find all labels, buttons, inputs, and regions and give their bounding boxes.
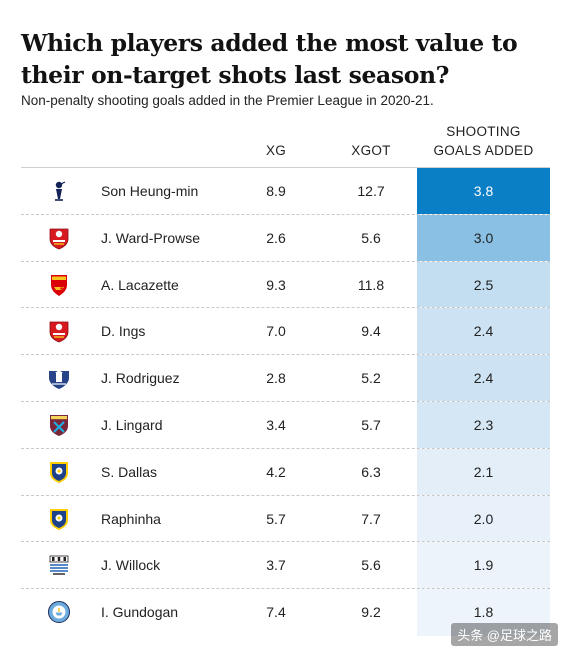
player-name: I. Gundogan xyxy=(101,604,179,621)
goals-added-cell: 3.0 xyxy=(417,214,550,261)
goals-added-cell: 2.0 xyxy=(417,495,550,542)
xg-value: 4.2 xyxy=(266,463,286,480)
xgot-value: 9.2 xyxy=(361,604,381,621)
xgot-value: 6.3 xyxy=(361,463,381,480)
xgot-value: 5.7 xyxy=(361,416,381,433)
xgot-value: 12.7 xyxy=(357,183,385,199)
arsenal-crest-icon xyxy=(47,273,71,297)
goals-added-cell: 1.8 xyxy=(417,589,550,636)
goals-added-cell: 2.5 xyxy=(417,261,550,308)
southampton-crest-icon xyxy=(47,226,71,250)
xg-value: 7.4 xyxy=(266,604,286,621)
xgot-value: 5.2 xyxy=(361,370,381,387)
player-name: J. Ward-Prowse xyxy=(101,229,201,246)
player-name: J. Rodriguez xyxy=(101,370,180,387)
table-row: S. Dallas 4.2 6.3 2.1 xyxy=(21,448,550,496)
player-name: A. Lacazette xyxy=(101,276,179,293)
xgot-value: 5.6 xyxy=(361,229,381,246)
table-row: A. Lacazette 9.3 11.8 2.5 xyxy=(21,261,550,309)
table-row: J. Lingard 3.4 5.7 2.3 xyxy=(21,401,550,449)
table-row: Raphinha 5.7 7.7 2.0 xyxy=(21,495,550,543)
westham-crest-icon xyxy=(47,413,71,437)
southampton-crest-icon xyxy=(47,319,71,343)
goals-added-cell: 2.1 xyxy=(417,448,550,495)
leeds-crest-icon xyxy=(47,507,71,531)
xgot-value: 11.8 xyxy=(357,276,385,293)
xg-value: 2.8 xyxy=(266,370,286,387)
table-row: Son Heung-min 8.9 12.7 3.8 xyxy=(21,168,550,215)
table-row: J. Willock 3.7 5.6 1.9 xyxy=(21,542,550,590)
table-row: J. Rodriguez 2.8 5.2 2.4 xyxy=(21,355,550,402)
everton-crest-icon xyxy=(47,366,71,390)
xg-value: 5.7 xyxy=(266,510,286,527)
table-header: XG XGOT SHOOTING GOALS ADDED xyxy=(21,120,550,168)
goals-added-cell: 1.9 xyxy=(417,542,550,589)
xg-value: 9.3 xyxy=(266,276,286,293)
xg-value: 3.4 xyxy=(266,416,286,433)
table-row: J. Ward-Prowse 2.6 5.6 3.0 xyxy=(21,214,550,262)
table-row: I. Gundogan 7.4 9.2 1.8 xyxy=(21,589,550,636)
xg-value: 7.0 xyxy=(266,323,286,340)
xgot-value: 5.6 xyxy=(361,557,381,574)
watermark: 头条 @足球之路 xyxy=(451,623,558,646)
header-goals-added: SHOOTING GOALS ADDED xyxy=(417,122,550,160)
xg-value: 2.6 xyxy=(266,229,286,246)
player-name: J. Willock xyxy=(101,557,161,574)
player-name: Son Heung-min xyxy=(101,183,199,199)
player-name: J. Lingard xyxy=(101,416,163,433)
player-name: S. Dallas xyxy=(101,463,158,480)
goals-added-cell: 3.8 xyxy=(417,168,550,214)
table-body: Son Heung-min 8.9 12.7 3.8 J. Ward-Prowse 2.6… xyxy=(21,168,550,636)
stats-table: XG XGOT SHOOTING GOALS ADDED Son Heung-m… xyxy=(21,120,550,636)
xgot-value: 9.4 xyxy=(361,323,381,340)
xg-value: 3.7 xyxy=(266,557,286,574)
header-goals-added-line1: SHOOTING xyxy=(446,124,521,139)
chart-subtitle: Non-penalty shooting goals added in the … xyxy=(21,93,434,108)
xgot-value: 7.7 xyxy=(361,510,381,527)
player-name: D. Ings xyxy=(101,323,146,340)
header-goals-added-line2: GOALS ADDED xyxy=(433,143,534,158)
goals-added-cell: 2.4 xyxy=(417,308,550,355)
header-xg: XG xyxy=(265,143,287,158)
newcastle-crest-icon xyxy=(47,553,71,577)
leeds-crest-icon xyxy=(47,460,71,484)
goals-added-cell: 2.4 xyxy=(417,355,550,401)
tottenham-crest-icon xyxy=(47,179,71,203)
mancity-crest-icon xyxy=(47,600,71,624)
xg-value: 8.9 xyxy=(266,183,286,199)
header-xgot: XGOT xyxy=(351,143,391,158)
chart-title: Which players added the most value to th… xyxy=(21,29,518,89)
goals-added-cell: 2.3 xyxy=(417,401,550,448)
player-name: Raphinha xyxy=(101,510,161,527)
table-row: D. Ings 7.0 9.4 2.4 xyxy=(21,308,550,356)
